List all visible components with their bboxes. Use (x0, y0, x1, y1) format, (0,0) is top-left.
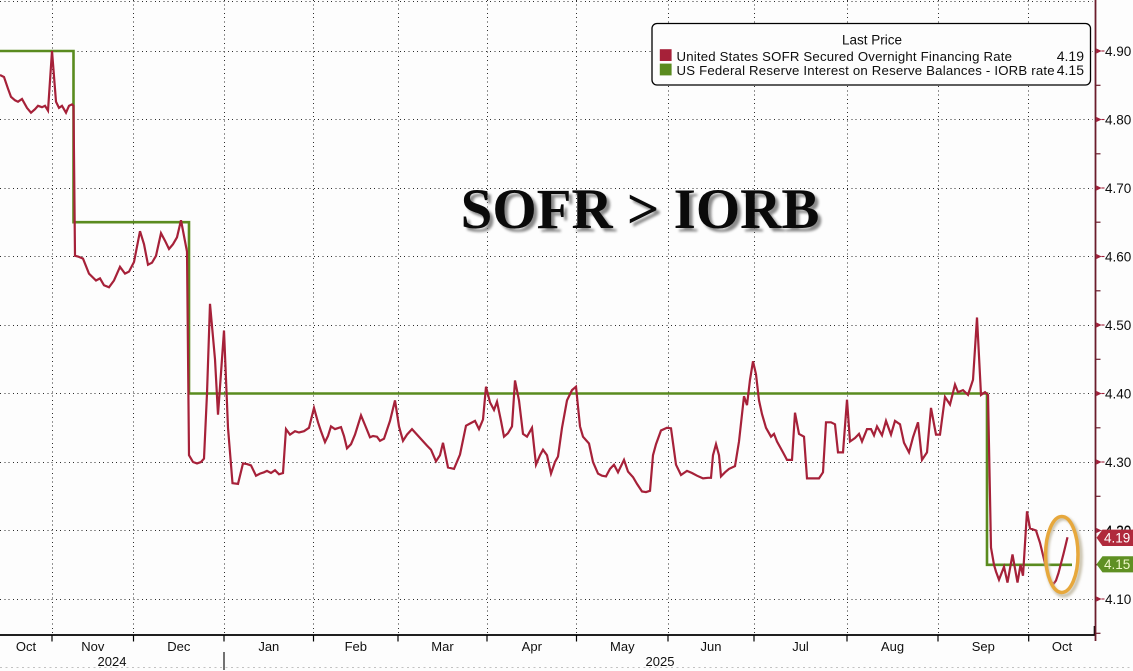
svg-text:4.60: 4.60 (1105, 249, 1131, 264)
svg-text:4.70: 4.70 (1105, 181, 1131, 196)
svg-text:Aug: Aug (881, 639, 904, 654)
svg-text:Jun: Jun (701, 639, 722, 654)
svg-text:Jul: Jul (792, 639, 809, 654)
svg-text:Apr: Apr (522, 639, 543, 654)
svg-text:4.50: 4.50 (1105, 318, 1131, 333)
svg-text:United States SOFR Secured Ove: United States SOFR Secured Overnight Fin… (677, 49, 1013, 64)
svg-text:May: May (610, 639, 635, 654)
svg-text:Sep: Sep (972, 639, 995, 654)
svg-text:US Federal Reserve Interest on: US Federal Reserve Interest on Reserve B… (677, 63, 1055, 78)
svg-text:4.15: 4.15 (1057, 62, 1084, 78)
svg-text:4.90: 4.90 (1105, 44, 1131, 59)
svg-text:Dec: Dec (167, 639, 191, 654)
svg-text:4.30: 4.30 (1105, 455, 1131, 470)
svg-text:4.80: 4.80 (1105, 112, 1131, 127)
svg-text:2024: 2024 (98, 654, 127, 669)
svg-text:Last Price: Last Price (842, 32, 902, 47)
svg-text:4.10: 4.10 (1105, 592, 1131, 607)
svg-text:4.40: 4.40 (1105, 386, 1131, 401)
svg-text:Jan: Jan (258, 639, 279, 654)
svg-text:SOFR > IORB: SOFR > IORB (461, 178, 820, 241)
svg-text:Mar: Mar (431, 639, 454, 654)
svg-text:2025: 2025 (646, 654, 675, 669)
svg-text:4.15: 4.15 (1104, 557, 1130, 572)
svg-text:Oct: Oct (1052, 639, 1073, 654)
svg-text:4.19: 4.19 (1057, 48, 1084, 64)
svg-text:Oct: Oct (16, 639, 37, 654)
svg-text:Feb: Feb (345, 639, 367, 654)
svg-text:Nov: Nov (81, 639, 105, 654)
svg-text:4.19: 4.19 (1104, 531, 1130, 546)
svg-text:SOFR > IORB: SOFR > IORB (464, 182, 823, 245)
